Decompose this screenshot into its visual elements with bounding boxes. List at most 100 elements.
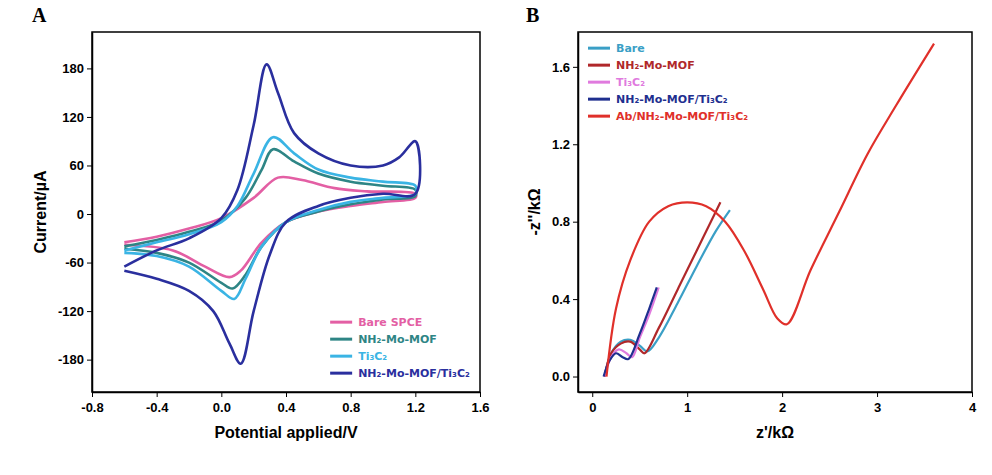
legend-label: Ti₃C₂: [358, 350, 387, 363]
y-tick: 1.6: [552, 59, 578, 74]
y-tick-mark: [87, 311, 92, 312]
y-axis-title: Current/µA: [32, 170, 49, 253]
panel-label: B: [526, 4, 539, 26]
x-tick-mark: [480, 392, 481, 397]
y-tick: 120: [62, 110, 92, 125]
y-axis: 0.0 0.4 0.8 1.2 1.6: [552, 33, 579, 393]
y-tick-mark: [87, 263, 92, 264]
x-tick-label: -0.8: [81, 400, 103, 415]
x-tick-label: 1.2: [407, 400, 425, 415]
y-tick-mark: [87, 68, 92, 69]
y-axis-line: [578, 33, 580, 393]
y-tick: -60: [65, 255, 92, 270]
x-tick-label: 0.8: [342, 400, 360, 415]
legend-swatch: [588, 81, 610, 84]
legend-item: NH₂-Mo-MOF: [588, 59, 695, 72]
series-line: [124, 137, 416, 299]
y-tick-mark: [573, 377, 578, 378]
legend-item: NH₂-Mo-MOF: [330, 333, 437, 346]
legend-label: NH₂-Mo-MOF/Ti₃C₂: [616, 93, 728, 106]
x-axis: -0.8 -0.4 0.0 0.4 0.8 1.2 1.6: [81, 392, 489, 415]
y-tick: 1.2: [552, 137, 578, 152]
legend-item: Ti₃C₂: [330, 350, 387, 363]
y-tick-mark: [573, 299, 578, 300]
y-axis: -180 -120 -60 0 60 120 180: [58, 33, 93, 393]
y-tick: 0.0: [552, 369, 578, 384]
y-tick-label: -60: [65, 255, 84, 270]
y-tick-mark: [573, 67, 578, 68]
x-tick: 0: [589, 392, 596, 415]
legend-label: Ti₃C₂: [616, 76, 645, 89]
panel-label: A: [32, 4, 47, 26]
x-tick-mark: [92, 392, 93, 397]
y-tick-label: 180: [62, 61, 84, 76]
legend-item: NH₂-Mo-MOF/Ti₃C₂: [330, 367, 470, 380]
y-tick-label: 1.2: [552, 137, 570, 152]
y-axis-title: -z''/kΩ: [526, 188, 543, 235]
x-tick-mark: [221, 392, 222, 397]
legend-label: Bare SPCE: [358, 316, 422, 329]
x-tick: 3: [874, 392, 881, 415]
y-tick-label: -180: [58, 352, 84, 367]
x-tick-mark: [687, 392, 688, 397]
x-tick-label: 0.4: [277, 400, 296, 415]
y-tick: 180: [62, 61, 92, 76]
x-tick-mark: [415, 392, 416, 397]
legend-label: NH₂-Mo-MOF/Ti₃C₂: [358, 367, 470, 380]
figure: -0.8 -0.4 0.0 0.4 0.8 1.2 1.6 -180 -120 -60 0 60 120…: [0, 0, 992, 475]
legend-swatch: [588, 47, 610, 50]
x-axis-line: [579, 392, 973, 394]
x-tick: 4: [969, 392, 977, 415]
x-tick-mark: [351, 392, 352, 397]
panel: -0.8 -0.4 0.0 0.4 0.8 1.2 1.6 -180 -120 -60 0 60 120…: [32, 4, 490, 441]
y-tick: 60: [70, 158, 92, 173]
x-axis-title: Potential applied/V: [214, 424, 357, 441]
legend-label: Bare: [616, 42, 645, 55]
x-tick-mark: [286, 392, 287, 397]
x-tick: 1: [684, 392, 691, 415]
legend: Bare SPCE NH₂-Mo-MOF Ti₃C₂ NH₂-Mo-MOF/Ti₃C₂: [330, 316, 470, 380]
y-tick: 0.8: [552, 214, 578, 229]
legend-item: Ab/NH₂-Mo-MOF/Ti₃C₂: [588, 110, 748, 123]
x-tick-label: 1: [684, 400, 691, 415]
x-axis-title: z'/kΩ: [756, 424, 794, 441]
series-line: [124, 149, 416, 288]
legend-swatch: [588, 98, 610, 101]
y-tick: -180: [58, 352, 92, 367]
y-axis-line: [92, 33, 94, 393]
x-tick: 0.4: [277, 392, 296, 415]
x-tick: 0.0: [213, 392, 231, 415]
legend-label: NH₂-Mo-MOF: [358, 333, 437, 346]
y-tick-mark: [573, 144, 578, 145]
y-tick: 0: [77, 207, 92, 222]
y-tick-mark: [573, 222, 578, 223]
legend-item: NH₂-Mo-MOF/Ti₃C₂: [588, 93, 728, 106]
y-tick-label: 60: [70, 158, 84, 173]
x-tick-label: 4: [969, 400, 977, 415]
y-tick-label: 0.4: [552, 292, 571, 307]
y-tick: 0.4: [552, 292, 578, 307]
series-line: [124, 177, 416, 277]
legend-swatch: [330, 355, 352, 358]
legend-item: Bare SPCE: [330, 316, 422, 329]
x-tick: 0.8: [342, 392, 360, 415]
y-tick-label: 0.8: [552, 214, 570, 229]
x-tick-label: 1.6: [471, 400, 489, 415]
y-tick-label: 0.0: [552, 369, 570, 384]
y-tick-mark: [87, 117, 92, 118]
y-tick-mark: [87, 360, 92, 361]
x-tick: 1.6: [471, 392, 489, 415]
series-line: [605, 202, 721, 376]
plot-area: [604, 44, 934, 377]
x-tick-label: 3: [874, 400, 881, 415]
y-tick-label: 1.6: [552, 59, 570, 74]
legend-swatch: [588, 64, 610, 67]
y-tick: -120: [58, 304, 92, 319]
plot-frame: [92, 32, 480, 392]
x-tick-mark: [592, 392, 593, 397]
y-tick-label: 120: [62, 110, 84, 125]
y-tick-label: 0: [77, 207, 84, 222]
x-tick-label: -0.4: [146, 400, 169, 415]
x-tick-mark: [157, 392, 158, 397]
legend-label: NH₂-Mo-MOF: [616, 59, 695, 72]
